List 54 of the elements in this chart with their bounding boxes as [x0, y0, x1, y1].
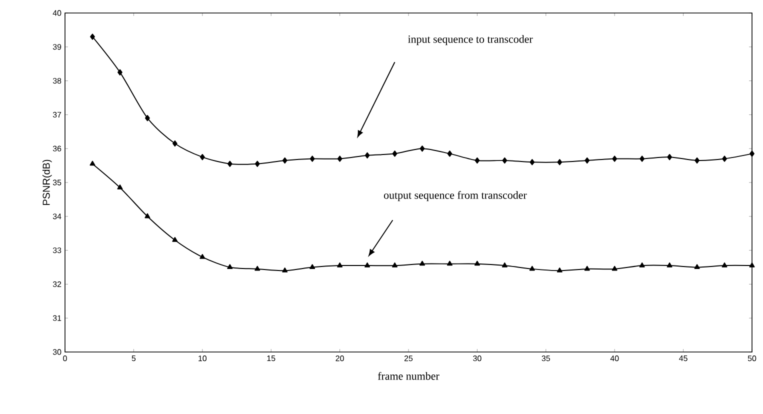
point	[200, 154, 205, 160]
point	[200, 254, 206, 259]
point	[282, 268, 288, 272]
point	[667, 154, 672, 160]
point	[694, 157, 700, 164]
point	[722, 156, 727, 162]
point	[254, 266, 260, 271]
point	[530, 159, 535, 166]
point	[502, 157, 508, 164]
point	[557, 159, 562, 166]
point	[227, 264, 233, 270]
point	[420, 145, 425, 152]
point	[447, 150, 452, 157]
point	[750, 150, 754, 157]
point	[172, 140, 178, 147]
point	[446, 260, 452, 266]
point	[282, 157, 288, 164]
point	[118, 69, 122, 76]
point	[117, 184, 123, 190]
point	[364, 262, 370, 268]
point	[254, 160, 260, 167]
point	[310, 264, 316, 270]
point	[419, 260, 425, 266]
point	[556, 268, 562, 272]
point	[474, 157, 480, 164]
point	[584, 266, 590, 271]
point	[337, 156, 342, 162]
point	[310, 156, 315, 162]
point	[529, 266, 535, 271]
point	[90, 160, 96, 166]
point	[364, 152, 370, 158]
point	[639, 262, 645, 268]
point	[502, 262, 508, 268]
point	[90, 34, 95, 40]
point	[172, 237, 178, 242]
point	[144, 114, 150, 122]
annotation: input sequence to transcoder	[408, 35, 533, 46]
point	[227, 160, 232, 167]
point	[392, 150, 398, 157]
point	[144, 213, 150, 218]
point	[474, 260, 480, 266]
point	[640, 156, 645, 162]
y-axis-title: PSNR(dB)	[42, 160, 52, 205]
point	[612, 266, 618, 271]
annotation: output sequence from transcoder	[384, 191, 527, 202]
point	[612, 156, 618, 162]
point	[584, 157, 590, 164]
x-axis-title: frame number	[378, 372, 440, 380]
point	[749, 262, 755, 268]
point	[694, 264, 700, 270]
point	[722, 262, 728, 268]
point	[666, 262, 672, 268]
point	[392, 262, 398, 268]
point	[337, 262, 343, 268]
